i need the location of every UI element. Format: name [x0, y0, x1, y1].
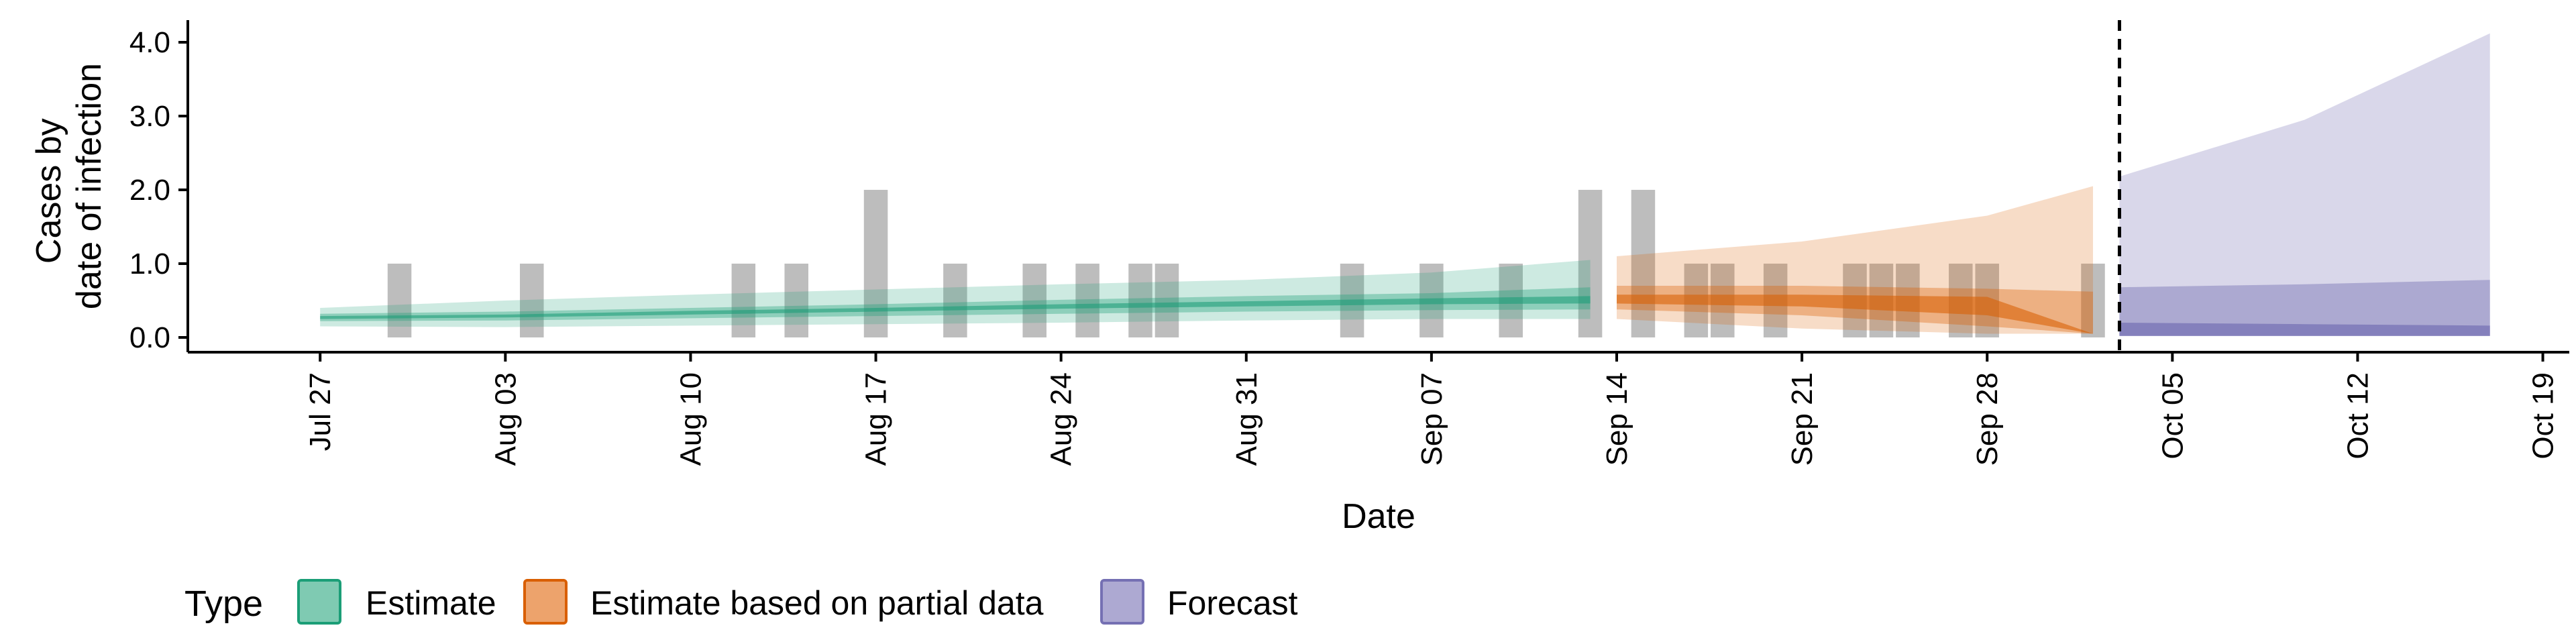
x-tick-label-6: Sep 07 [1415, 372, 1448, 466]
legend-label-1: Estimate based on partial data [590, 584, 1044, 622]
y-axis-title-line-1: Cases by [30, 118, 68, 264]
legend-title: Type [184, 584, 263, 624]
series-0-band-20 [320, 296, 1591, 319]
y-tick-label-3: 3.0 [129, 100, 170, 133]
x-tick-label-2: Aug 10 [674, 372, 707, 466]
x-axis-title: Date [1342, 497, 1415, 536]
series-2-band-90 [2119, 33, 2490, 336]
observed-case-bar-14 [1631, 190, 1656, 337]
y-ticks: 0.0 1.0 2.0 3.0 4.0 [129, 26, 188, 354]
observed-case-bar-2 [731, 264, 756, 337]
series-1-band-20 [1617, 294, 2093, 334]
legend-key-2 [1100, 579, 1144, 625]
legend-label-0: Estimate [366, 584, 496, 622]
observed-case-bar-23 [2081, 264, 2105, 337]
series-0 [320, 260, 1591, 327]
x-tick-label-7: Sep 14 [1601, 372, 1633, 466]
y-tick-label-4: 4.0 [129, 26, 170, 59]
y-tick-label-1: 1.0 [129, 248, 170, 280]
observed-case-bar-3 [784, 264, 808, 337]
legend-key-1 [523, 579, 568, 625]
observed-case-bar-9 [1155, 264, 1179, 337]
series-1 [1617, 186, 2093, 334]
estimate-bands [320, 33, 2490, 336]
y-tick-label-0: 0.0 [129, 321, 170, 354]
legend-label-2: Forecast [1167, 584, 1298, 622]
x-tick-label-9: Sep 28 [1971, 372, 2004, 466]
x-tick-label-5: Aug 31 [1230, 372, 1263, 466]
series-2 [2119, 33, 2490, 336]
observed-case-bar-13 [1578, 190, 1603, 337]
observed-case-bar-7 [1075, 264, 1099, 337]
observed-case-bar-8 [1128, 264, 1152, 337]
x-tick-label-8: Sep 21 [1786, 372, 1819, 466]
y-axis-title-line-2: date of infection [70, 63, 109, 309]
y-tick-label-2: 2.0 [129, 174, 170, 207]
series-2-band-50 [2119, 280, 2490, 336]
legend-key-0 [297, 579, 341, 625]
x-tick-label-4: Aug 24 [1045, 372, 1078, 466]
observed-cases-bars [387, 190, 2105, 337]
y-axis-title: Cases by date of infection [30, 63, 109, 309]
series-2-band-20 [2119, 323, 2490, 336]
x-ticks: Jul 27 Aug 03 Aug 10 Aug 17 Aug 24 Aug 31 Sep … [304, 352, 2560, 466]
x-tick-label-12: Oct 19 [2527, 372, 2560, 460]
x-tick-label-10: Oct 05 [2156, 372, 2189, 460]
observed-case-bar-6 [1022, 264, 1046, 337]
observed-case-bar-5 [943, 264, 967, 337]
observed-case-bar-0 [387, 264, 412, 337]
x-tick-label-3: Aug 17 [860, 372, 893, 466]
x-tick-label-11: Oct 12 [2341, 372, 2374, 460]
x-tick-label-0: Jul 27 [304, 372, 337, 451]
observed-case-bar-1 [520, 264, 544, 337]
series-0-band-90 [320, 260, 1591, 327]
x-tick-label-1: Aug 03 [489, 372, 522, 466]
legend: Type Estimate Estimate based on partial d… [184, 579, 1298, 625]
observed-case-bar-4 [863, 190, 888, 337]
